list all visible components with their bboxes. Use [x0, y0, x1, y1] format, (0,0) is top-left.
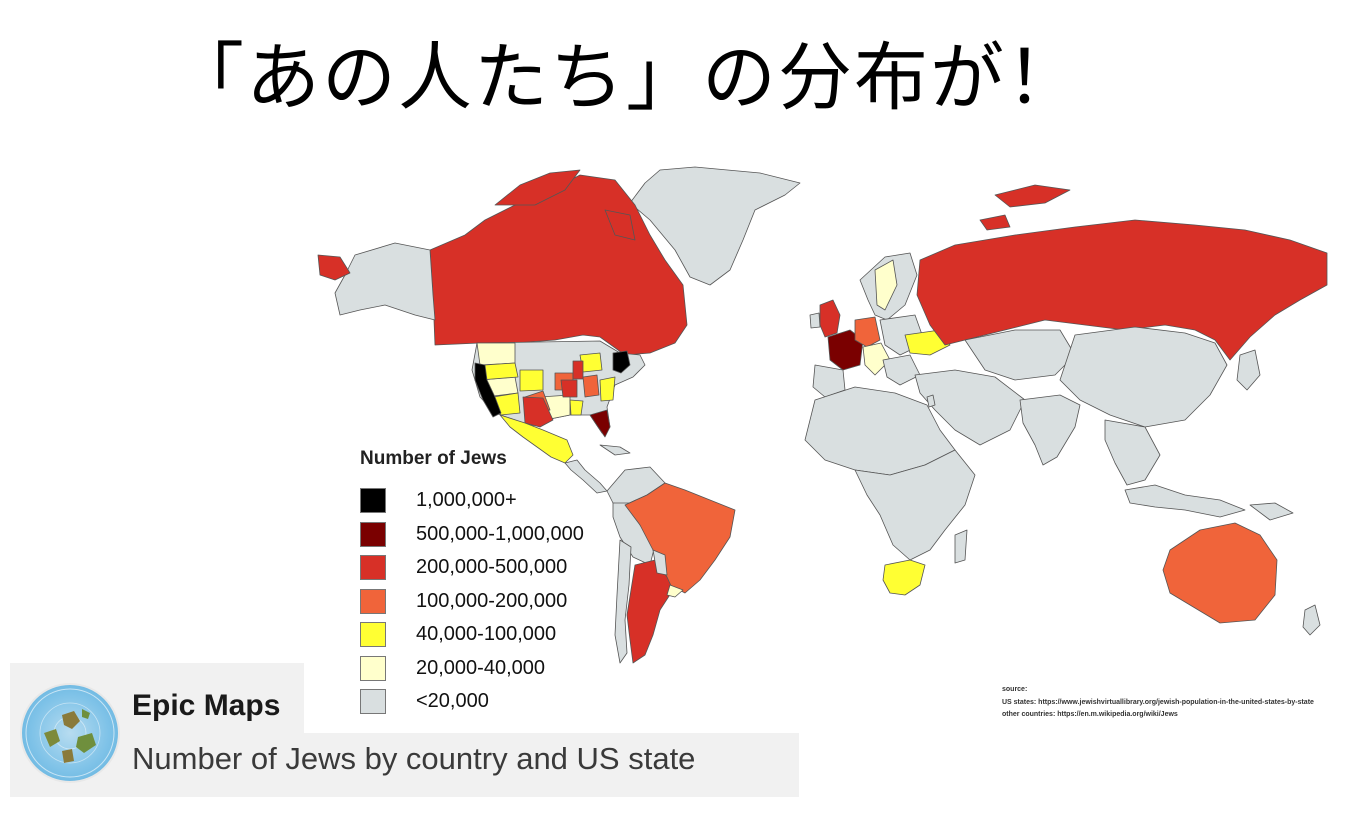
headline: 「あの人たち」の分布が！	[170, 35, 1082, 121]
region-sweden	[874, 259, 898, 311]
region-alaska	[334, 242, 436, 321]
region-france	[827, 329, 864, 371]
legend-label: 20,000-40,000	[416, 656, 546, 679]
region-india	[1019, 394, 1081, 466]
legend-swatch	[360, 488, 386, 514]
legend-item: 20,000-40,000	[360, 652, 584, 686]
legend-item: 200,000-500,000	[360, 551, 584, 585]
region-central-africa	[854, 449, 976, 561]
legend-label: 500,000-1,000,000	[416, 522, 584, 545]
region-mexico	[499, 414, 574, 464]
region-madagascar	[954, 529, 968, 564]
region-chile	[614, 539, 632, 664]
source-other-countries: other countries: https://en.m.wikipedia.…	[1002, 711, 1178, 718]
region-japan	[1236, 349, 1261, 391]
region-florida	[589, 409, 611, 438]
legend-swatch	[360, 555, 386, 581]
region-israel	[926, 394, 936, 408]
region-uruguay	[666, 584, 684, 598]
region-south-africa	[882, 559, 926, 596]
legend-label: <20,000	[416, 690, 489, 713]
legend-swatch	[360, 655, 386, 681]
region-california	[474, 362, 502, 418]
source-us-states: US states: https://www.jewishvirtuallibr…	[1002, 698, 1314, 706]
region-papua	[1249, 502, 1294, 521]
region-new-zealand	[1302, 604, 1321, 636]
legend-label: 1,000,000+	[416, 489, 517, 512]
post-author[interactable]: Epic Maps	[132, 689, 281, 722]
card-caption-bg	[10, 733, 799, 797]
legend-label: 200,000-500,000	[416, 556, 568, 579]
region-canada-islands	[494, 169, 636, 241]
legend-item: 1,000,000+	[360, 484, 584, 518]
legend-label: 100,000-200,000	[416, 589, 568, 612]
legend-label: 40,000-100,000	[416, 623, 557, 646]
legend-swatch	[360, 588, 386, 614]
post-caption: Number of Jews by country and US state	[132, 741, 696, 776]
legend-item: <20,000	[360, 685, 584, 719]
region-southeast-asia	[1104, 419, 1161, 486]
region-germany	[854, 316, 881, 348]
region-new-york	[612, 350, 631, 374]
legend-title: Number of Jews	[360, 448, 507, 469]
map-legend: Number of Jews 1,000,000+ 500,000-1,000,…	[360, 448, 584, 719]
region-far-east-russia-west	[317, 254, 351, 281]
region-argentina	[626, 559, 674, 664]
world-map	[317, 166, 1328, 664]
region-caribbean	[599, 444, 631, 456]
legend-swatch	[360, 622, 386, 648]
region-balkans	[882, 354, 921, 386]
region-russia-islands	[979, 184, 1071, 231]
post-card[interactable]: Epic Maps Number of Jews by country and …	[10, 663, 799, 797]
map-source-note: source: US states: https://www.jewishvir…	[1002, 684, 1314, 722]
flat-earth-map-icon[interactable]	[20, 683, 120, 783]
legend-item: 500,000-1,000,000	[360, 518, 584, 552]
legend-swatch	[360, 521, 386, 547]
region-china-mongolia	[1059, 326, 1228, 428]
legend-swatch	[360, 689, 386, 715]
region-australia	[1162, 522, 1278, 624]
source-heading: source:	[1002, 686, 1028, 693]
legend-item: 100,000-200,000	[360, 585, 584, 619]
region-central-europe	[862, 342, 891, 376]
legend-item: 40,000-100,000	[360, 618, 584, 652]
region-indonesia	[1124, 484, 1246, 518]
region-ireland	[809, 312, 821, 329]
region-us-illinois	[572, 360, 584, 380]
region-uk	[819, 299, 841, 338]
region-paraguay	[652, 549, 668, 576]
region-central-asia	[964, 329, 1076, 381]
region-us-texas	[522, 379, 578, 428]
